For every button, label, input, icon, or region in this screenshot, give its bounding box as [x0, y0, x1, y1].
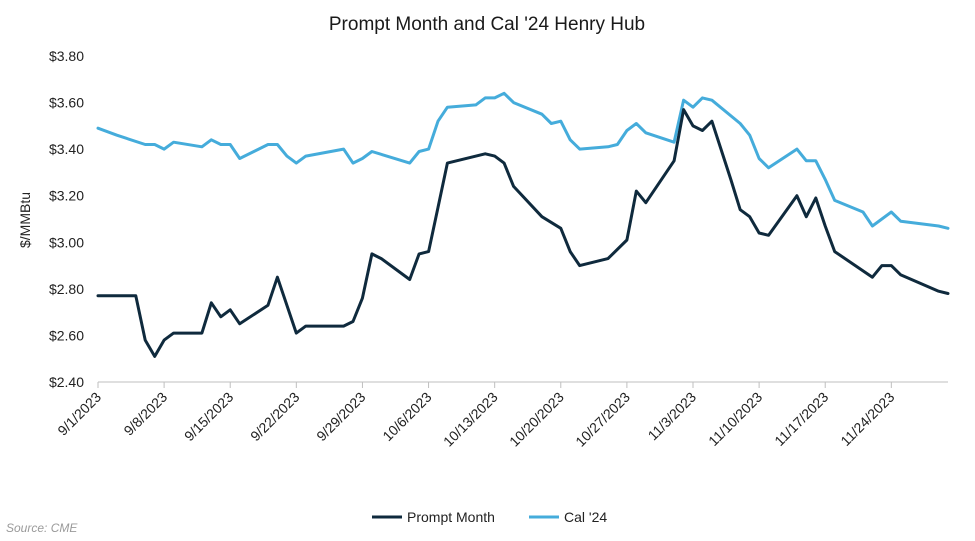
y-tick-label: $3.60 [49, 95, 84, 111]
y-tick-label: $3.20 [49, 188, 84, 204]
x-tick-label: 11/10/2023 [705, 389, 765, 449]
x-axis: 9/1/2023 9/8/2023 9/15/2023 9/22/2023 9/29/2… [54, 381, 948, 450]
series-line-cal-24 [96, 91, 950, 230]
y-tick-label: $2.40 [49, 374, 84, 390]
y-tick-label: $3.40 [49, 141, 84, 157]
legend-label: Cal '24 [564, 509, 607, 525]
source-note: Source: CME [6, 521, 78, 535]
x-tick-label: 11/17/2023 [771, 389, 831, 449]
x-tick-label: 11/3/2023 [644, 389, 699, 444]
x-tick-label: 10/13/2023 [440, 389, 501, 450]
x-tick-label: 10/27/2023 [572, 389, 633, 450]
y-tick-label: $3.80 [49, 48, 84, 64]
x-tick-label: 9/8/2023 [120, 389, 170, 439]
y-axis-label: $/MMBtu [17, 192, 33, 248]
x-tick-label: 9/1/2023 [54, 389, 104, 439]
legend: Prompt Month Cal '24 [372, 509, 607, 525]
y-tick-label: $2.80 [49, 281, 84, 297]
series-line-prompt-month [96, 108, 950, 358]
series-lines [96, 91, 950, 358]
y-tick-label: $3.00 [49, 234, 84, 250]
chart-title: Prompt Month and Cal '24 Henry Hub [329, 14, 645, 35]
y-tick-label: $2.60 [49, 327, 84, 343]
x-tick-label: 10/20/2023 [506, 389, 567, 450]
x-tick-label: 11/24/2023 [837, 389, 897, 449]
x-tick-label: 10/6/2023 [379, 389, 435, 445]
y-axis: $2.40 $2.60 $2.80 $3.00 $3.20 $3.40 $3.60 $3.80 [49, 48, 84, 390]
x-tick-label: 9/29/2023 [313, 389, 369, 445]
x-tick-label: 9/15/2023 [181, 389, 237, 445]
x-tick-label: 9/22/2023 [247, 389, 303, 445]
legend-label: Prompt Month [407, 509, 495, 525]
